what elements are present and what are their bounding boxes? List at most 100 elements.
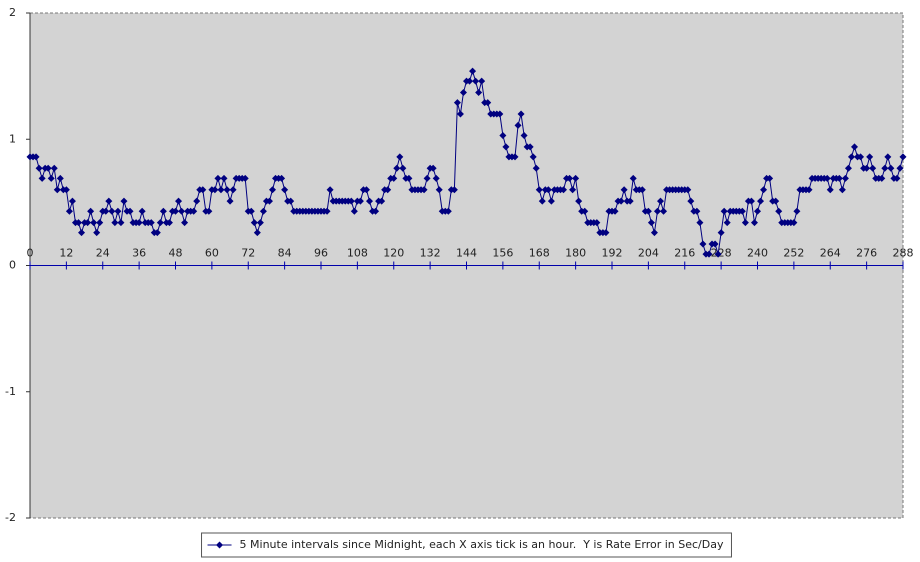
point [526, 143, 534, 151]
point [78, 229, 86, 237]
point [68, 197, 76, 205]
point [165, 219, 173, 227]
point [120, 197, 128, 205]
y-tick-label: 2 [9, 6, 16, 19]
point [226, 197, 234, 205]
point [575, 197, 583, 205]
x-tick-label: 240 [747, 247, 768, 260]
point [111, 219, 119, 227]
point [190, 207, 198, 215]
point [114, 207, 122, 215]
point [214, 174, 222, 182]
point [126, 207, 134, 215]
x-tick-label: 180 [565, 247, 586, 260]
point [469, 67, 477, 75]
point [863, 164, 871, 172]
y-tick-label: -2 [5, 511, 16, 524]
point [117, 219, 125, 227]
point [347, 197, 355, 205]
point [581, 207, 589, 215]
legend-box [201, 532, 732, 558]
point [660, 207, 668, 215]
legend-marker [216, 541, 224, 549]
point [475, 89, 483, 97]
point [899, 153, 907, 161]
point [393, 164, 401, 172]
point [44, 164, 52, 172]
point [356, 197, 364, 205]
x-tick-label: 108 [347, 247, 368, 260]
point [138, 207, 146, 215]
point [53, 186, 61, 194]
point [247, 207, 255, 215]
point [108, 207, 116, 215]
point [560, 186, 567, 194]
point [420, 186, 428, 194]
point [838, 186, 846, 194]
point [135, 219, 143, 227]
point [823, 174, 831, 182]
point [423, 174, 431, 182]
point [223, 186, 231, 194]
point [869, 164, 877, 172]
point [717, 229, 725, 237]
point [178, 207, 186, 215]
point [453, 99, 461, 107]
point [532, 164, 540, 172]
x-tick-label: 24 [96, 247, 110, 260]
point [217, 186, 225, 194]
point [566, 174, 574, 182]
x-tick-label: 132 [420, 247, 441, 260]
x-tick-label: 204 [638, 247, 659, 260]
x-tick-label: 60 [205, 247, 219, 260]
point [472, 77, 480, 85]
point [629, 174, 637, 182]
point [229, 186, 237, 194]
point [220, 174, 228, 182]
point [687, 197, 695, 205]
point [593, 219, 601, 227]
point [378, 197, 386, 205]
point [617, 197, 625, 205]
point [884, 153, 892, 161]
point [517, 110, 525, 118]
point [650, 229, 658, 237]
point [626, 197, 634, 205]
point [326, 186, 334, 194]
point [747, 197, 755, 205]
x-tick-label: 228 [711, 247, 732, 260]
y-tick-label: 1 [9, 132, 16, 145]
point [760, 186, 768, 194]
point [547, 197, 555, 205]
point [851, 143, 858, 151]
point [538, 197, 546, 205]
point [56, 174, 64, 182]
point [696, 219, 704, 227]
point [757, 197, 765, 205]
point [478, 77, 486, 85]
point [878, 174, 886, 182]
point [496, 110, 504, 118]
x-tick-label: 48 [169, 247, 183, 260]
point [699, 240, 707, 248]
point [156, 219, 164, 227]
point [620, 186, 628, 194]
point [172, 207, 179, 215]
x-tick-label: 36 [132, 247, 146, 260]
point [269, 186, 276, 194]
point [287, 197, 295, 205]
point [841, 174, 849, 182]
x-tick-label: 168 [529, 247, 550, 260]
point [653, 207, 661, 215]
point [720, 207, 728, 215]
point [866, 153, 874, 161]
point [741, 219, 749, 227]
y-tick-label: 0 [9, 259, 16, 272]
point [390, 174, 398, 182]
point [826, 186, 834, 194]
point [896, 164, 904, 172]
x-tick-label: 72 [241, 247, 255, 260]
point [502, 143, 510, 151]
x-tick-label: 156 [492, 247, 513, 260]
point [278, 174, 286, 182]
